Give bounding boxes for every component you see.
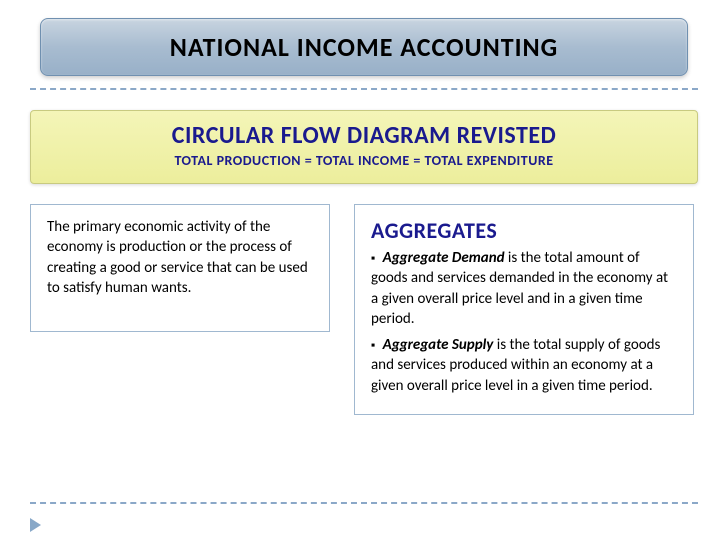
- bullet-icon: ▪: [371, 252, 375, 266]
- aggregate-item: ▪ Aggregate Supply is the total supply o…: [371, 335, 677, 396]
- aggregate-item: ▪ Aggregate Demand is the total amount o…: [371, 248, 677, 329]
- subtitle-heading: CIRCULAR FLOW DIAGRAM REVISTED: [51, 121, 677, 150]
- subtitle-banner: CIRCULAR FLOW DIAGRAM REVISTED TOTAL PRO…: [30, 110, 698, 184]
- definition-box: The primary economic activity of the eco…: [30, 204, 330, 332]
- title-banner: NATIONAL INCOME ACCOUNTING: [40, 18, 688, 76]
- next-arrow-icon[interactable]: [30, 518, 41, 532]
- term-label: Aggregate Demand: [383, 249, 505, 267]
- term-label: Aggregate Supply: [383, 336, 494, 354]
- content-row: The primary economic activity of the eco…: [30, 204, 698, 415]
- bullet-icon: ▪: [371, 339, 375, 353]
- aggregates-heading: AGGREGATES: [371, 217, 677, 244]
- divider-bottom: [30, 502, 698, 504]
- subtitle-equation: TOTAL PRODUCTION = TOTAL INCOME = TOTAL …: [51, 152, 677, 169]
- aggregates-box: AGGREGATES ▪ Aggregate Demand is the tot…: [354, 204, 694, 415]
- definition-text: The primary economic activity of the eco…: [47, 217, 313, 298]
- page-title: NATIONAL INCOME ACCOUNTING: [61, 31, 667, 63]
- divider-top: [30, 88, 698, 90]
